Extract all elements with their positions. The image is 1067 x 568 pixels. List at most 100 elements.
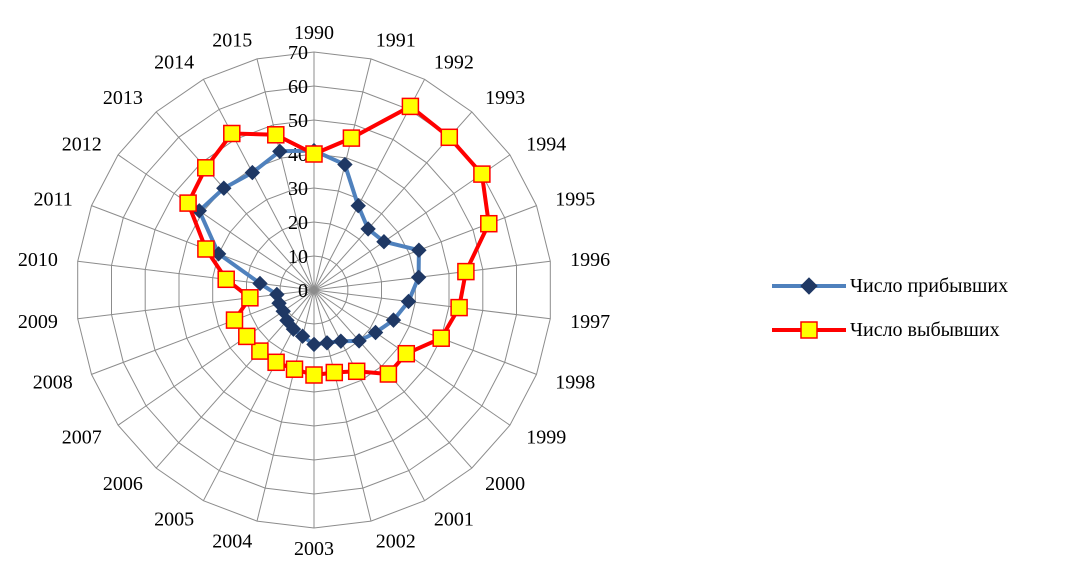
data-point xyxy=(241,289,259,307)
data-point xyxy=(333,333,349,349)
square-marker-icon xyxy=(772,321,846,339)
grid-spoke xyxy=(313,260,551,291)
data-point xyxy=(305,145,323,163)
category-label: 2015 xyxy=(212,30,252,52)
series-1 xyxy=(179,97,498,384)
data-point xyxy=(197,159,215,177)
data-point xyxy=(397,344,416,363)
category-label: 2010 xyxy=(18,249,58,271)
data-point xyxy=(347,362,366,381)
grid-spoke xyxy=(313,289,372,522)
data-point xyxy=(350,197,366,214)
series-layer xyxy=(179,97,498,384)
category-label: 2001 xyxy=(434,508,474,530)
data-point xyxy=(325,363,344,382)
grid-spoke xyxy=(117,154,315,291)
data-point xyxy=(432,329,450,347)
data-point xyxy=(252,275,268,292)
category-label: 1992 xyxy=(434,52,474,74)
legend-label-departures: Число выбывших xyxy=(850,318,1000,341)
grid-spoke xyxy=(77,260,315,291)
legend-item-departures: Число выбывших xyxy=(770,316,1008,344)
category-label: 1997 xyxy=(570,311,610,333)
data-point xyxy=(337,156,353,173)
category-label: 2008 xyxy=(33,372,73,394)
category-label: 1993 xyxy=(485,87,525,109)
category-labels: 1990 1991 1992 1993 1994 1995 1996 1997 1998 1999… xyxy=(18,22,610,560)
category-label: 1998 xyxy=(555,372,595,394)
data-point xyxy=(360,221,376,237)
diamond-marker-icon xyxy=(772,277,846,295)
grid-spoke xyxy=(256,58,315,291)
data-point xyxy=(411,242,427,258)
data-point xyxy=(473,165,491,183)
radial-tick-label: 20 xyxy=(288,212,308,234)
category-label: 2009 xyxy=(18,311,58,333)
category-label: 1990 xyxy=(294,22,334,44)
radar-grid xyxy=(77,51,551,529)
category-label: 2012 xyxy=(62,133,102,155)
grid-spoke xyxy=(313,289,551,320)
grid-spoke xyxy=(313,58,372,291)
legend-label-arrivals: Число прибывших xyxy=(850,274,1009,297)
category-label: 2000 xyxy=(485,473,525,495)
radial-tick-label: 0 xyxy=(298,280,308,302)
grid-spoke xyxy=(313,289,537,375)
data-point xyxy=(457,262,475,281)
category-label: 1994 xyxy=(526,133,566,155)
data-point xyxy=(285,360,304,378)
data-point xyxy=(217,270,235,289)
category-label: 2003 xyxy=(294,538,334,560)
data-point xyxy=(285,321,302,337)
data-point xyxy=(267,126,285,144)
category-label: 1999 xyxy=(526,427,566,449)
legend: Число прибывших Число выбывших xyxy=(770,272,1008,360)
category-label: 1996 xyxy=(570,249,610,271)
legend-item-arrivals: Число прибывших xyxy=(770,272,1008,300)
data-point xyxy=(305,366,323,384)
data-point xyxy=(480,214,498,233)
category-label: 1995 xyxy=(555,189,595,211)
data-point xyxy=(179,194,197,212)
category-label: 2013 xyxy=(103,87,143,109)
data-point xyxy=(225,311,244,329)
data-point xyxy=(385,312,402,328)
data-point xyxy=(342,129,361,147)
category-label: 2006 xyxy=(103,473,143,495)
data-point xyxy=(367,324,384,341)
category-label: 2011 xyxy=(34,189,73,211)
category-label: 2004 xyxy=(212,531,252,553)
category-label: 2014 xyxy=(154,52,194,74)
data-point xyxy=(216,180,232,196)
data-point xyxy=(244,164,261,181)
grid-spoke xyxy=(202,79,315,291)
data-point xyxy=(400,293,417,310)
radial-tick-label: 30 xyxy=(288,178,308,200)
data-point xyxy=(351,333,367,349)
data-point xyxy=(294,328,311,344)
grid-spoke xyxy=(313,205,537,291)
radial-tick-label: 70 xyxy=(288,42,308,64)
data-point xyxy=(251,342,269,360)
data-point xyxy=(319,335,335,351)
category-label: 2007 xyxy=(62,427,102,449)
grid-spoke xyxy=(256,289,315,522)
data-point xyxy=(376,234,392,250)
category-label: 2002 xyxy=(376,531,416,553)
data-point xyxy=(410,269,427,286)
category-label: 1991 xyxy=(376,30,416,52)
data-point xyxy=(401,97,420,116)
data-point xyxy=(267,353,285,372)
data-point xyxy=(223,124,241,143)
grid-spoke xyxy=(313,289,426,501)
data-point xyxy=(272,143,288,160)
data-point xyxy=(197,240,215,258)
data-point xyxy=(306,336,322,353)
category-label: 2005 xyxy=(154,508,194,530)
data-point xyxy=(440,128,459,147)
data-point xyxy=(238,327,256,346)
radial-tick-label: 60 xyxy=(288,76,308,98)
data-point xyxy=(379,365,398,383)
grid-spoke xyxy=(155,111,315,291)
